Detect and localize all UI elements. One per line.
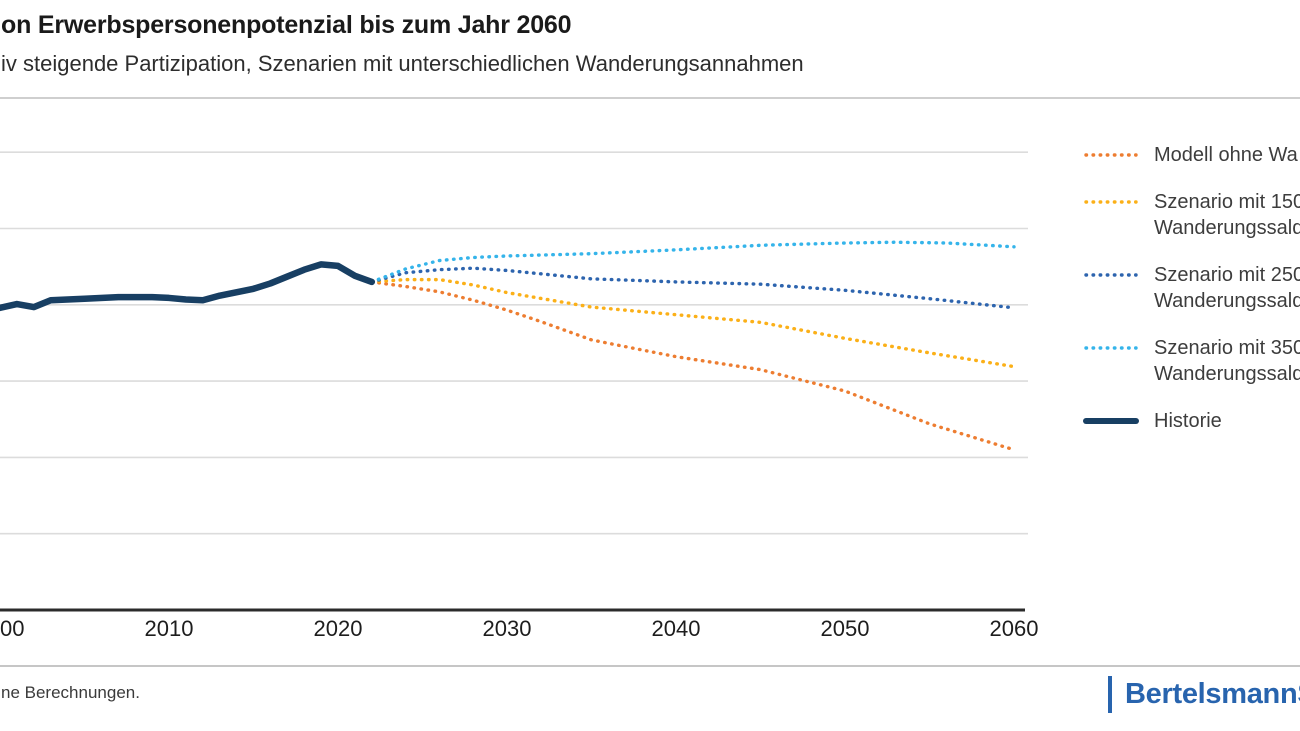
chart-subtitle: iv steigende Partizipation, Szenarien mi… bbox=[1, 51, 804, 76]
dotted-line-swatch-icon bbox=[1084, 273, 1138, 277]
legend-item-szenario-250: Szenario mit 250 Wanderungssald bbox=[1083, 262, 1300, 314]
legend-label-line: Wanderungssald bbox=[1154, 290, 1300, 312]
x-axis-tick-label: 2020 bbox=[313, 616, 363, 641]
dotted-line-swatch-icon bbox=[1084, 200, 1138, 204]
series-solid-line bbox=[0, 261, 376, 312]
x-axis-tick-label: 2010 bbox=[144, 616, 194, 641]
series-dotted-line bbox=[370, 280, 1016, 452]
legend-item-modell-ohne-wanderung: Modell ohne Wa bbox=[1083, 142, 1300, 168]
x-axis-tick-label: 00 bbox=[0, 616, 25, 641]
dotted-line-swatch-icon bbox=[1084, 346, 1138, 350]
bertelsmann-logo: BertelsmannS bbox=[1108, 676, 1300, 713]
series-dotted-line bbox=[370, 240, 1016, 284]
legend-label: Modell ohne Wa bbox=[1154, 142, 1298, 168]
footer-divider bbox=[0, 665, 1300, 667]
solid-line-swatch-icon bbox=[1083, 418, 1139, 424]
legend-label-line: Szenario mit 250 bbox=[1154, 264, 1300, 286]
legend-item-szenario-150: Szenario mit 150 Wanderungssald bbox=[1083, 189, 1300, 241]
legend-label: Szenario mit 150 Wanderungssald bbox=[1154, 189, 1300, 241]
legend-label: Szenario mit 350 Wanderungssald bbox=[1154, 335, 1300, 387]
legend-item-historie: Historie bbox=[1083, 408, 1300, 434]
source-note: ne Berechnungen. bbox=[1, 683, 140, 702]
logo-text: BertelsmannS bbox=[1125, 678, 1300, 710]
legend-item-szenario-350: Szenario mit 350 Wanderungssald bbox=[1083, 335, 1300, 387]
legend-label-line: Szenario mit 350 bbox=[1154, 337, 1300, 359]
legend-label: Historie bbox=[1154, 408, 1222, 434]
x-axis-tick-label: 2050 bbox=[820, 616, 870, 641]
series-dotted-line bbox=[370, 266, 1016, 310]
chart-title: on Erwerbspersonenpotenzial bis zum Jahr… bbox=[1, 11, 572, 39]
x-axis-tick-label: 2030 bbox=[482, 616, 532, 641]
legend-label-line: Wanderungssald bbox=[1154, 363, 1300, 385]
chart-legend: Modell ohne Wa Szenario mit 150 Wanderun… bbox=[1083, 142, 1300, 434]
dotted-line-swatch-icon bbox=[1084, 153, 1138, 157]
header-divider bbox=[0, 97, 1300, 99]
legend-label-line: Historie bbox=[1154, 410, 1222, 432]
legend-label-line: Wanderungssald bbox=[1154, 217, 1300, 239]
series-dotted-line bbox=[370, 277, 1016, 369]
legend-label-line: Szenario mit 150 bbox=[1154, 191, 1300, 213]
x-axis-tick-label: 2040 bbox=[651, 616, 701, 641]
logo-bar-icon bbox=[1108, 676, 1112, 713]
x-axis-tick-label: 2060 bbox=[989, 616, 1039, 641]
legend-label: Szenario mit 250 Wanderungssald bbox=[1154, 262, 1300, 314]
legend-label-line: Modell ohne Wa bbox=[1154, 144, 1298, 166]
